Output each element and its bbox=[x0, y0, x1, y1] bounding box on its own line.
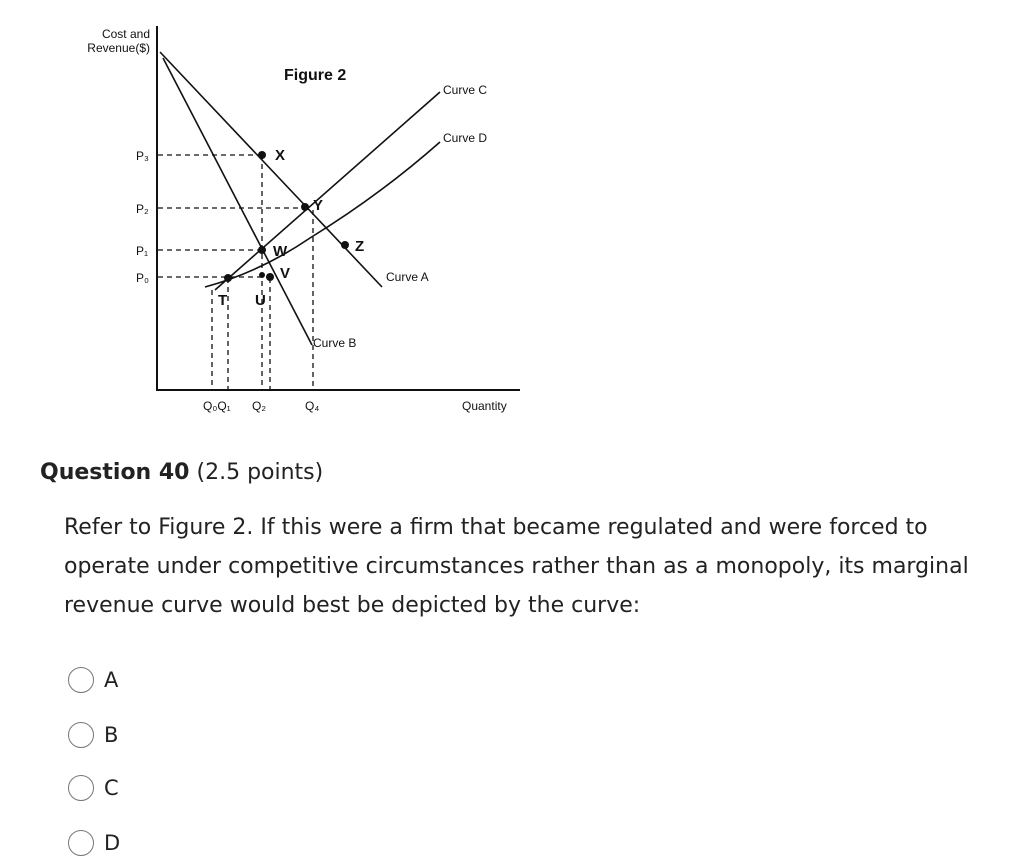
point-label: Y bbox=[313, 197, 323, 214]
curve-label: Curve C bbox=[443, 83, 487, 97]
option[interactable]: A bbox=[68, 665, 118, 695]
option-label[interactable]: A bbox=[104, 668, 119, 692]
option[interactable]: D bbox=[68, 828, 120, 858]
quantity-label: Q₄ bbox=[305, 399, 319, 413]
question-text: Refer to Figure 2. If this were a firm t… bbox=[64, 515, 969, 618]
point-label: X bbox=[275, 147, 285, 164]
point-label: V bbox=[280, 265, 290, 282]
radio[interactable] bbox=[68, 667, 94, 693]
price-label: P₂ bbox=[136, 202, 149, 216]
curve-label: Curve A bbox=[386, 270, 429, 284]
curve-label: Curve D bbox=[443, 131, 487, 145]
option-label[interactable]: B bbox=[104, 723, 119, 747]
option-label[interactable]: D bbox=[104, 831, 121, 855]
question-number: Question 40 bbox=[40, 460, 190, 485]
price-label: P₀ bbox=[136, 271, 149, 285]
question-points: (2.5 points) bbox=[196, 460, 324, 485]
price-label: P₁ bbox=[136, 244, 148, 258]
quantity-label: Q₀Q₁ bbox=[203, 399, 231, 413]
radio[interactable] bbox=[68, 722, 94, 748]
point-label: Z bbox=[355, 238, 364, 255]
option-label[interactable]: C bbox=[104, 776, 119, 800]
y-axis-label: Revenue($) bbox=[87, 41, 150, 55]
points bbox=[224, 151, 349, 282]
option[interactable]: B bbox=[68, 720, 118, 750]
question-header: Question 40 (2.5 points) bbox=[40, 460, 323, 485]
point-label: T bbox=[218, 292, 227, 309]
point-label: W bbox=[273, 243, 288, 260]
figure: Cost and Revenue($) Figure 2 Curve C Cur… bbox=[87, 26, 520, 413]
y-axis-label: Cost and bbox=[102, 27, 150, 41]
option[interactable]: C bbox=[68, 773, 119, 803]
curve-label: Curve B bbox=[313, 336, 356, 350]
radio[interactable] bbox=[68, 775, 94, 801]
radio[interactable] bbox=[68, 830, 94, 856]
figure-title: Figure 2 bbox=[284, 67, 346, 84]
price-label: P₃ bbox=[136, 149, 149, 163]
axes bbox=[156, 26, 520, 391]
x-axis-label: Quantity bbox=[462, 399, 507, 413]
quantity-label: Q₂ bbox=[252, 399, 266, 413]
point-label: U bbox=[255, 292, 266, 309]
curves bbox=[159, 51, 441, 346]
